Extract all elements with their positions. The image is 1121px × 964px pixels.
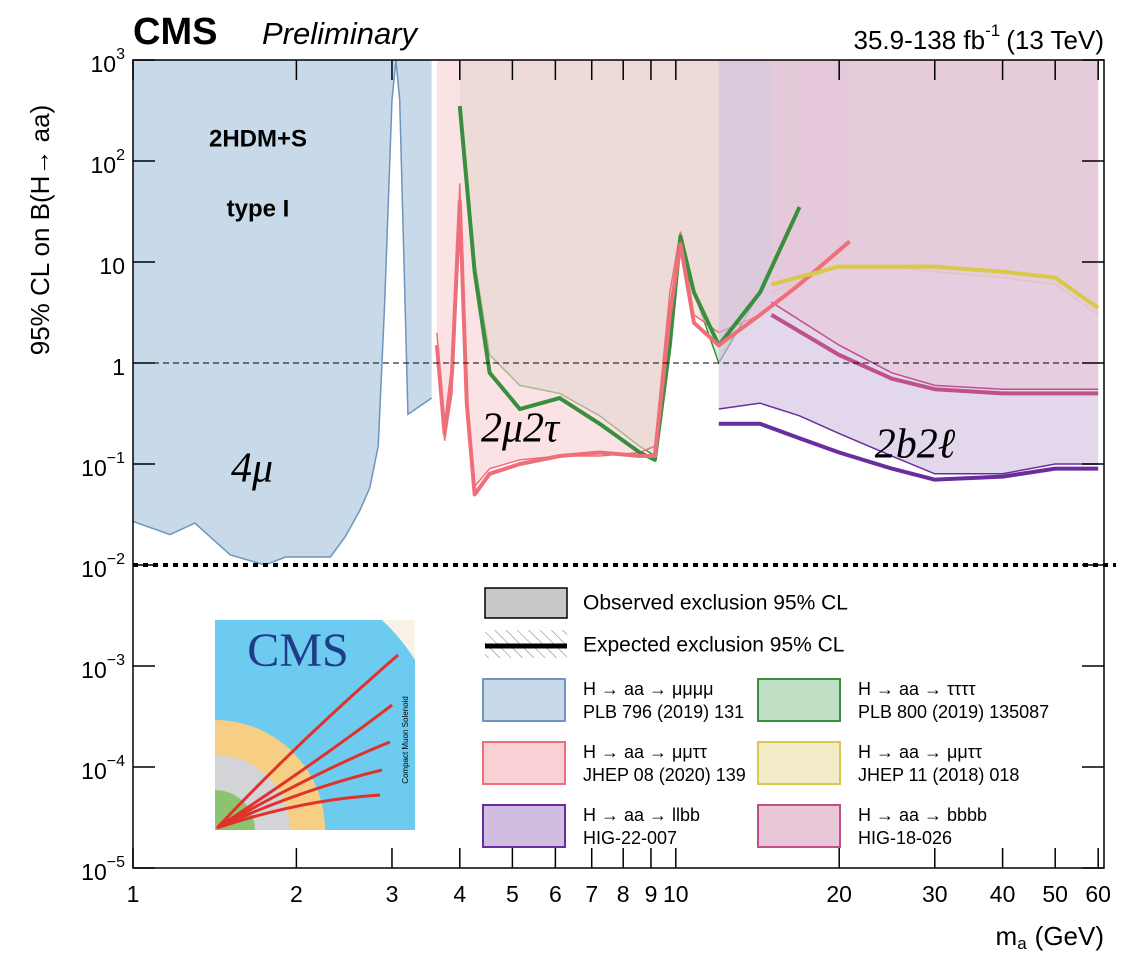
legend-reference: PLB 796 (2019) 131 bbox=[583, 702, 744, 722]
y-tick-label: 102 bbox=[91, 147, 126, 178]
y-tick-label: 10−4 bbox=[81, 753, 125, 784]
cms-logo: CMS Compact Muon Solenoid bbox=[215, 620, 415, 830]
y-tick-exp: −4 bbox=[107, 753, 125, 770]
legend-swatch bbox=[757, 741, 841, 785]
x-tick-label: 1 bbox=[127, 881, 140, 907]
observed-line bbox=[133, 60, 433, 566]
y-tick-base: 10 bbox=[81, 859, 107, 885]
x-tick-label: 8 bbox=[617, 881, 630, 907]
x-tick-label: 10 bbox=[663, 881, 689, 907]
legend-swatch bbox=[482, 804, 566, 848]
observed-label: Observed exclusion 95% CL bbox=[583, 592, 848, 615]
x-tick-label: 20 bbox=[826, 881, 852, 907]
x-tick-label: 50 bbox=[1042, 881, 1068, 907]
subtitle: Preliminary bbox=[262, 16, 420, 51]
energy: (13 TeV) bbox=[1006, 25, 1104, 55]
observed-line bbox=[718, 402, 1099, 475]
y-tick-base: 10 bbox=[81, 657, 107, 683]
y-tick-label: 10−3 bbox=[81, 652, 125, 683]
legend-name: H → aa → llbb bbox=[583, 805, 700, 825]
x-tick-label: 6 bbox=[549, 881, 562, 907]
legend-reference: HIG-22-007 bbox=[583, 828, 677, 848]
y-tick-base: 10 bbox=[81, 758, 107, 784]
x-label-sub: a bbox=[1017, 934, 1027, 953]
legend-name: H → aa → μμμμ bbox=[583, 679, 714, 699]
x-tick-label: 3 bbox=[386, 881, 399, 907]
annotation: type I bbox=[227, 195, 290, 222]
y-tick-exp: −1 bbox=[107, 450, 125, 467]
x-tick-label: 30 bbox=[922, 881, 948, 907]
x-label-text: m bbox=[996, 921, 1018, 951]
x-tick-label: 5 bbox=[506, 881, 519, 907]
legend-reference: JHEP 08 (2020) 139 bbox=[583, 765, 746, 785]
y-tick-label: 10−5 bbox=[81, 854, 125, 885]
y-tick-label: 10 bbox=[99, 253, 125, 279]
y-tick-label: 1 bbox=[112, 354, 125, 380]
logo-title: CMS bbox=[247, 624, 348, 677]
y-tick-exp: −5 bbox=[107, 854, 125, 871]
legend-name: H → aa → μμττ bbox=[858, 742, 982, 762]
legend-name: H → aa → bbbb bbox=[858, 805, 987, 825]
legend-reference: JHEP 11 (2018) 018 bbox=[858, 765, 1019, 785]
lines bbox=[133, 105, 1104, 497]
annotation: 2b2ℓ bbox=[875, 422, 956, 468]
lumi: 35.9-138 fb-1 (13 TeV) bbox=[854, 21, 1104, 54]
y-tick-label: 10−1 bbox=[81, 450, 125, 481]
y-tick-base: 10 bbox=[91, 51, 117, 77]
y-tick-label: 10−2 bbox=[81, 551, 125, 582]
title: CMS bbox=[133, 11, 217, 53]
y-tick-exp: 2 bbox=[116, 147, 125, 164]
y-axis-label: 95% CL on B(H→ aa) bbox=[25, 105, 55, 355]
lumi-sup: -1 bbox=[985, 21, 1000, 40]
observed-symbol bbox=[484, 587, 568, 619]
expected-line bbox=[770, 313, 1099, 396]
x-tick-label: 4 bbox=[453, 881, 466, 907]
legend-swatch bbox=[757, 678, 841, 722]
y-tick-label: 103 bbox=[91, 46, 126, 77]
expected-label: Expected exclusion 95% CL bbox=[583, 634, 845, 657]
legend-swatch bbox=[482, 678, 566, 722]
x-label-unit: (GeV) bbox=[1035, 921, 1104, 951]
legend-reference: HIG-18-026 bbox=[858, 828, 952, 848]
expected-line bbox=[434, 199, 851, 497]
legend-name: H → aa → ττττ bbox=[858, 679, 975, 699]
legend-swatch bbox=[482, 741, 566, 785]
x-tick-label: 60 bbox=[1085, 881, 1111, 907]
legend-swatch bbox=[757, 804, 841, 848]
y-tick-base: 10 bbox=[81, 556, 107, 582]
x-tick-label: 9 bbox=[645, 881, 658, 907]
x-tick-label: 40 bbox=[990, 881, 1016, 907]
annotation: 4μ bbox=[231, 446, 273, 492]
y-tick-exp: −3 bbox=[107, 652, 125, 669]
observed-line bbox=[770, 301, 1099, 390]
expected-line bbox=[770, 264, 1100, 310]
y-tick-exp: 3 bbox=[116, 46, 125, 63]
y-tick-base: 10 bbox=[91, 152, 117, 178]
logo-subtitle: Compact Muon Solenoid bbox=[401, 696, 410, 784]
x-tick-label: 2 bbox=[290, 881, 303, 907]
observed-region bbox=[133, 60, 432, 565]
legend: Observed exclusion 95% CL Expected exclu… bbox=[482, 587, 1049, 848]
logo-tracks bbox=[215, 653, 399, 830]
x-tick-label: 7 bbox=[585, 881, 598, 907]
legend-name: H → aa → μμττ bbox=[583, 742, 707, 762]
y-tick-exp: −2 bbox=[107, 551, 125, 568]
annotation: 2μ2τ bbox=[481, 406, 561, 452]
observed-region bbox=[771, 60, 1099, 390]
annotation: 2HDM+S bbox=[209, 125, 307, 152]
lumi-text: 35.9-138 fb bbox=[854, 25, 986, 55]
y-tick-base: 10 bbox=[81, 455, 107, 481]
legend-reference: PLB 800 (2019) 135087 bbox=[858, 702, 1049, 722]
expected-line bbox=[718, 421, 1099, 482]
x-axis-label: ma (GeV) bbox=[996, 921, 1104, 954]
